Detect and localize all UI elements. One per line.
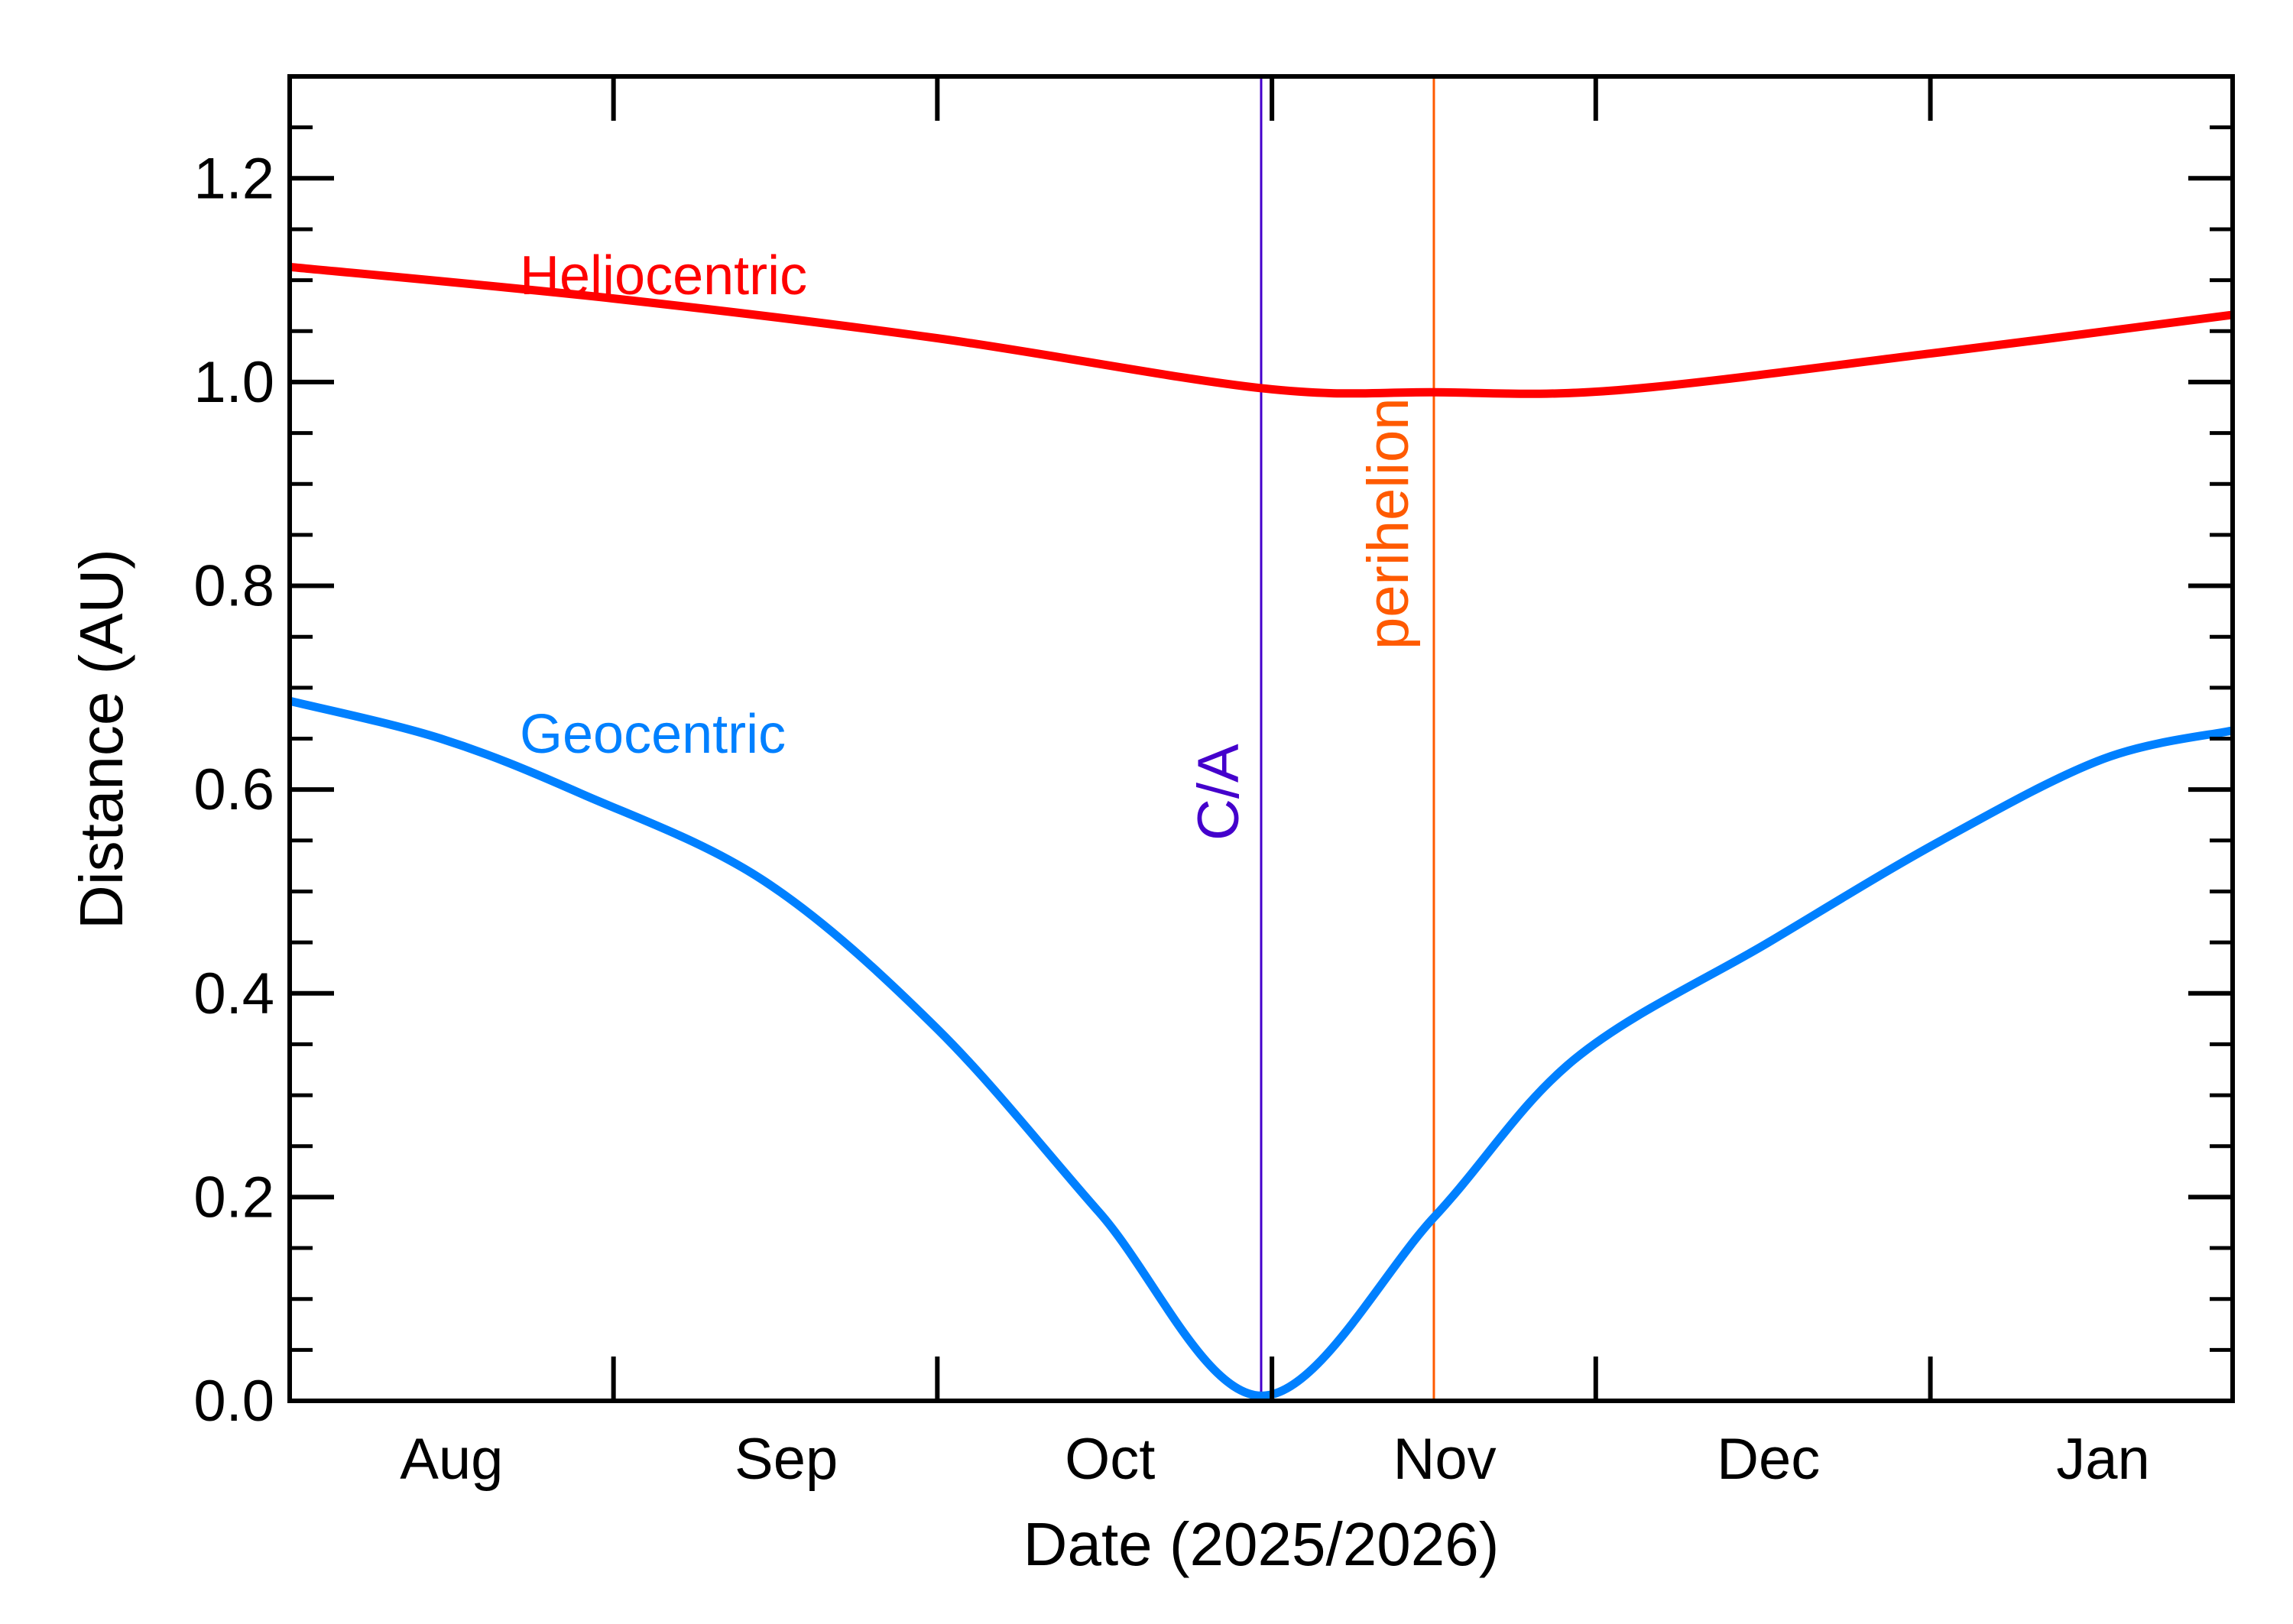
x-tick-label-nov: Nov xyxy=(1393,1427,1496,1492)
series-line-heliocentric xyxy=(289,262,2233,398)
series-line-geocentric xyxy=(288,696,2234,1400)
annotation-label-ca: C/A xyxy=(1186,744,1251,841)
x-tick-label-dec: Dec xyxy=(1717,1427,1820,1492)
x-tick-label-aug: Aug xyxy=(400,1427,503,1492)
y-tick-label: 1.2 xyxy=(193,146,274,211)
y-tick-label: 0.8 xyxy=(193,554,274,619)
x-tick-label-oct: Oct xyxy=(1065,1427,1155,1492)
x-tick-label-jan: Jan xyxy=(2056,1427,2150,1492)
series-label-heliocentric: Heliocentric xyxy=(520,245,807,306)
y-axis-label: Distance (AU) xyxy=(67,549,135,929)
series-label-geocentric: Geocentric xyxy=(520,704,786,765)
y-tick-label: 0.4 xyxy=(193,961,274,1026)
y-tick-label: 0.2 xyxy=(193,1165,274,1230)
x-tick-label-sep: Sep xyxy=(735,1427,838,1492)
x-axis-label: Date (2025/2026) xyxy=(1023,1510,1500,1578)
y-tick-label: 0.0 xyxy=(193,1369,274,1434)
annotation-label-perihelion: perihelion xyxy=(1356,397,1421,650)
y-tick-label: 1.0 xyxy=(193,350,274,415)
y-tick-label: 0.6 xyxy=(193,757,274,822)
